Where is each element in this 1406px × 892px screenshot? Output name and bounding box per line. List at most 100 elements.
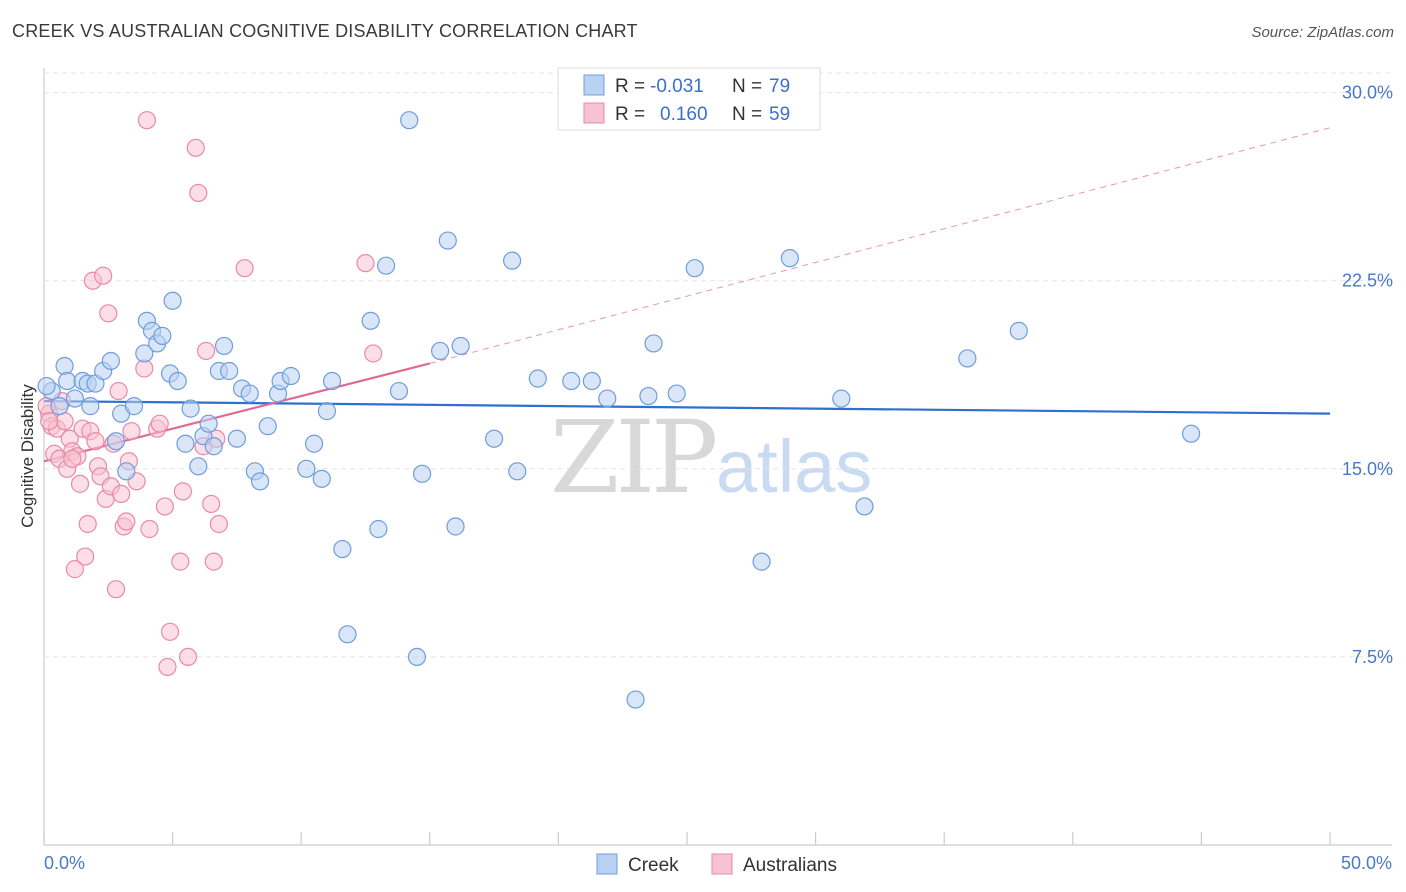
australians-point (94, 266, 113, 285)
creek-point (135, 344, 154, 363)
australians-point (196, 341, 216, 361)
creek-point (1009, 321, 1028, 340)
creek-point (163, 291, 182, 310)
creek-point (446, 517, 465, 536)
australians-point (186, 138, 205, 157)
australians-point (155, 497, 174, 516)
creek-point (376, 256, 396, 275)
australians-point (117, 512, 136, 531)
australians-point (65, 560, 84, 579)
creek-point (389, 381, 409, 401)
australians-point (70, 474, 90, 493)
creek-point (181, 399, 200, 418)
australians-trend-extension (429, 127, 1331, 364)
creek-point (258, 417, 277, 436)
creek-point (958, 349, 977, 368)
y-tick-label: 30.0% (1342, 83, 1393, 103)
australians-point (40, 412, 59, 431)
creek-point (117, 462, 136, 481)
legend-creek-n-label: N = (732, 76, 762, 97)
creek-trend-line (43, 399, 1331, 415)
australians-point (235, 259, 254, 278)
australians-point (99, 304, 118, 323)
creek-point (58, 371, 77, 391)
australians-point (160, 622, 180, 641)
creek-point (361, 311, 380, 330)
legend-aus-n-value: 59 (769, 104, 790, 125)
series-legend: Creek Australians (596, 853, 837, 876)
creek-point (333, 539, 352, 559)
creek-point (124, 397, 144, 416)
australians-point (86, 432, 105, 451)
creek-point (81, 397, 100, 416)
creek-point (438, 231, 457, 250)
creek-point (220, 361, 239, 381)
legend-aus-swatch (583, 102, 605, 124)
creek-point (685, 259, 704, 278)
creek-point (369, 519, 388, 539)
legend-creek-n-value: 79 (769, 76, 790, 97)
australians-point (173, 482, 192, 501)
bottom-legend-creek-label: Creek (628, 855, 679, 876)
creek-point (508, 462, 527, 481)
creek-point (562, 371, 581, 391)
creek-point (199, 414, 218, 433)
australians-point (150, 414, 169, 433)
australians-point (202, 494, 221, 514)
creek-point (65, 389, 84, 408)
creek-point (317, 402, 337, 421)
points-layer (37, 111, 1201, 709)
creek-point (338, 625, 357, 644)
legend-creek-r-value: -0.031 (650, 76, 704, 97)
creek-point (626, 690, 645, 709)
legend-aus-r-label: R = (615, 104, 645, 125)
creek-point (37, 376, 56, 396)
australians-point (189, 183, 208, 203)
creek-point (304, 434, 324, 453)
creek-point (503, 251, 522, 270)
creek-point (281, 366, 301, 386)
creek-point (598, 389, 617, 408)
creek-point (55, 356, 74, 376)
australians-point (204, 552, 223, 571)
creek-point (312, 469, 331, 488)
creek-point (1182, 424, 1201, 443)
australians-point (178, 647, 198, 667)
y-axis-label: Cognitive Disability (18, 384, 37, 528)
australians-point (364, 344, 383, 363)
source-label: Source: ZipAtlas.com (1251, 24, 1394, 41)
creek-point (322, 371, 342, 391)
chart-title: CREEK VS AUSTRALIAN COGNITIVE DISABILITY… (12, 21, 638, 41)
legend-creek-swatch (583, 74, 605, 96)
creek-point (50, 397, 69, 416)
creek-point (106, 432, 126, 451)
creek-point (667, 384, 686, 403)
creek-point (412, 464, 432, 483)
correlation-legend: R = -0.031 N = 79 R = 0.160 N = 59 (557, 67, 821, 131)
australians-point (137, 111, 156, 130)
creek-point (227, 429, 246, 448)
australians-point (109, 381, 128, 401)
grid-layer (44, 72, 1392, 658)
australians-point (356, 254, 375, 273)
creek-point (780, 249, 799, 268)
australians-point (112, 484, 131, 503)
y-tick-label: 7.5% (1352, 647, 1393, 667)
australians-point (78, 514, 97, 534)
watermark-atlas: atlas (716, 425, 872, 508)
creek-point (430, 341, 450, 361)
creek-point (639, 386, 658, 406)
creek-point (752, 552, 771, 571)
creek-point (153, 326, 172, 345)
australians-point (158, 657, 177, 677)
y-tick-label: 22.5% (1342, 271, 1393, 291)
creek-point (451, 336, 470, 356)
x-tick-marks (43, 832, 1331, 845)
creek-point (407, 647, 427, 667)
creek-point (832, 389, 851, 408)
creek-point (168, 371, 187, 391)
bottom-legend-aus-swatch (711, 853, 733, 875)
creek-point (528, 369, 547, 388)
bottom-legend-aus-label: Australians (743, 855, 837, 876)
